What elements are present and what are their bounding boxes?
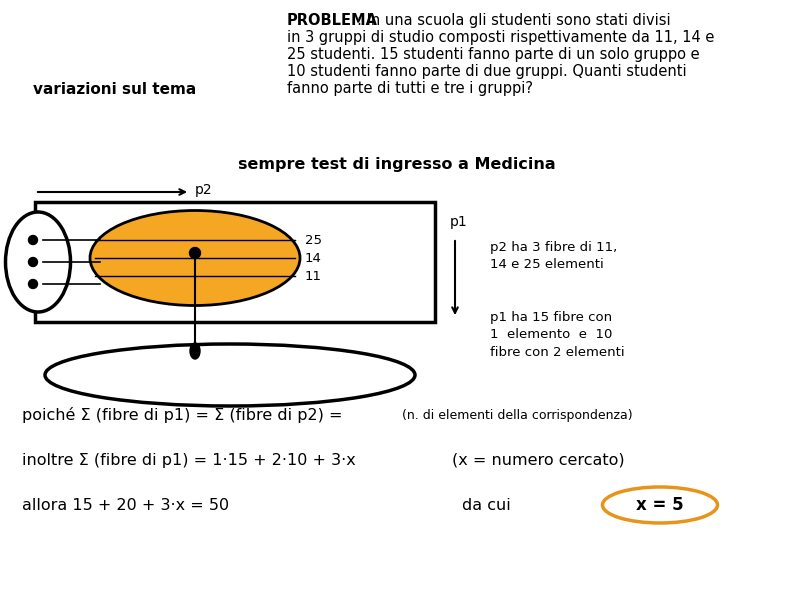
Bar bbox=[35, 202, 435, 322]
Ellipse shape bbox=[6, 212, 71, 312]
Text: x = 5: x = 5 bbox=[636, 496, 684, 514]
Circle shape bbox=[29, 280, 37, 289]
Text: 10 studenti fanno parte di due gruppi. Quanti studenti: 10 studenti fanno parte di due gruppi. Q… bbox=[287, 64, 687, 79]
Circle shape bbox=[29, 258, 37, 267]
Ellipse shape bbox=[90, 211, 300, 305]
Ellipse shape bbox=[190, 343, 200, 359]
Text: 11: 11 bbox=[305, 270, 322, 283]
Circle shape bbox=[190, 248, 201, 258]
Text: 14 e 25 elementi: 14 e 25 elementi bbox=[490, 258, 603, 271]
Text: PROBLEMA: PROBLEMA bbox=[287, 13, 378, 28]
Text: p1 ha 15 fibre con: p1 ha 15 fibre con bbox=[490, 312, 612, 324]
Text: da cui: da cui bbox=[462, 497, 511, 512]
Circle shape bbox=[29, 236, 37, 245]
Text: variazioni sul tema: variazioni sul tema bbox=[33, 83, 197, 98]
Text: poiché Σ (fibre di p1) = Σ (fibre di p2) =: poiché Σ (fibre di p1) = Σ (fibre di p2)… bbox=[22, 407, 348, 423]
Text: 14: 14 bbox=[305, 252, 322, 265]
Text: allora 15 + 20 + 3·x = 50: allora 15 + 20 + 3·x = 50 bbox=[22, 497, 229, 512]
Text: (x = numero cercato): (x = numero cercato) bbox=[452, 453, 625, 468]
Text: p2 ha 3 fibre di 11,: p2 ha 3 fibre di 11, bbox=[490, 242, 617, 255]
Text: inoltre Σ (fibre di p1) = 1·15 + 2·10 + 3·x: inoltre Σ (fibre di p1) = 1·15 + 2·10 + … bbox=[22, 453, 356, 468]
Text: sempre test di ingresso a Medicina: sempre test di ingresso a Medicina bbox=[238, 158, 556, 173]
Text: (n. di elementi della corrispondenza): (n. di elementi della corrispondenza) bbox=[402, 409, 633, 421]
Text: in 3 gruppi di studio composti rispettivamente da 11, 14 e: in 3 gruppi di studio composti rispettiv… bbox=[287, 30, 715, 45]
Text: 25: 25 bbox=[305, 233, 322, 246]
Text: p2: p2 bbox=[195, 183, 213, 197]
Text: fanno parte di tutti e tre i gruppi?: fanno parte di tutti e tre i gruppi? bbox=[287, 81, 533, 96]
Text: : In una scuola gli studenti sono stati divisi: : In una scuola gli studenti sono stati … bbox=[357, 13, 671, 28]
Text: 25 studenti. 15 studenti fanno parte di un solo gruppo e: 25 studenti. 15 studenti fanno parte di … bbox=[287, 47, 700, 62]
Text: 1  elemento  e  10: 1 elemento e 10 bbox=[490, 328, 612, 342]
Ellipse shape bbox=[45, 344, 415, 406]
Text: fibre con 2 elementi: fibre con 2 elementi bbox=[490, 346, 625, 359]
Ellipse shape bbox=[603, 487, 718, 523]
Text: p1: p1 bbox=[450, 215, 468, 229]
